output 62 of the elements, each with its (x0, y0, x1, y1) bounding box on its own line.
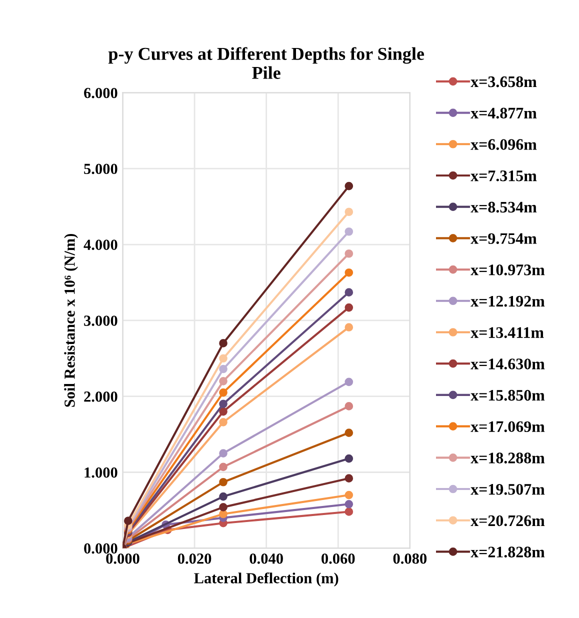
x-tick-label: 0.080 (393, 553, 427, 564)
point (219, 418, 228, 426)
legend-label: x=10.973m (470, 264, 545, 276)
y-tick-label: 5.000 (84, 164, 118, 174)
point (219, 364, 228, 374)
legend-label: x=3.658m (470, 76, 537, 88)
point (219, 510, 228, 518)
point (219, 492, 228, 501)
legend-label: x=9.754m (470, 233, 537, 244)
point (344, 208, 354, 216)
legend-label: x=15.850m (470, 390, 545, 401)
point (219, 503, 228, 512)
point (219, 407, 228, 416)
x-tick-label: 0.060 (322, 553, 355, 564)
y-axis-title: Soil Resistance x 10⁶ (N/m) (64, 234, 78, 407)
point (219, 388, 228, 397)
point (344, 378, 354, 386)
point (219, 376, 228, 386)
point (344, 428, 354, 437)
point (219, 400, 228, 408)
y-tick-label: 6.000 (84, 88, 118, 98)
point (219, 354, 228, 363)
point (344, 454, 354, 463)
legend-label: x=17.069m (470, 421, 545, 432)
legend-label: x=21.828m (470, 546, 545, 558)
x-axis-title: Lateral Deflection (m) (194, 572, 338, 586)
x-tick-label: 0.040 (250, 553, 283, 564)
y-tick-label: 2.000 (84, 391, 118, 402)
chart-title: p-y Curves at Different Depths for Single Pile (108, 47, 424, 79)
point (219, 339, 228, 348)
point (219, 462, 228, 472)
point (344, 402, 354, 410)
point (344, 303, 354, 312)
point (344, 227, 354, 236)
x-tick-label: 0.020 (178, 553, 212, 564)
point (219, 449, 228, 458)
legend-label: x=14.630m (470, 358, 545, 370)
y-tick-label: 4.000 (84, 240, 118, 250)
point (344, 288, 354, 297)
point (344, 182, 354, 190)
x-tick-label: 0.000 (106, 553, 140, 564)
legend-label: x=4.877m (470, 108, 537, 119)
point (344, 500, 354, 508)
legend-label: x=20.726m (470, 515, 545, 526)
point (344, 268, 354, 277)
point (344, 474, 354, 482)
legend-label: x=18.288m (470, 452, 545, 464)
point (344, 508, 354, 516)
point (219, 478, 228, 486)
legend-label: x=6.096m (470, 139, 537, 150)
point (344, 323, 354, 332)
y-tick-label: 1.000 (84, 467, 118, 478)
y-tick-label: 3.000 (84, 316, 118, 326)
legend-label: x=13.411m (470, 327, 544, 338)
point (344, 249, 354, 258)
legend-label: x=19.507m (470, 484, 545, 495)
point (124, 516, 132, 526)
legend-label: x=8.534m (470, 202, 537, 213)
legend-label: x=12.192m (470, 296, 545, 307)
point (344, 490, 354, 500)
y-tick-label: 0.000 (84, 543, 118, 554)
legend-label: x=7.315m (470, 170, 537, 182)
